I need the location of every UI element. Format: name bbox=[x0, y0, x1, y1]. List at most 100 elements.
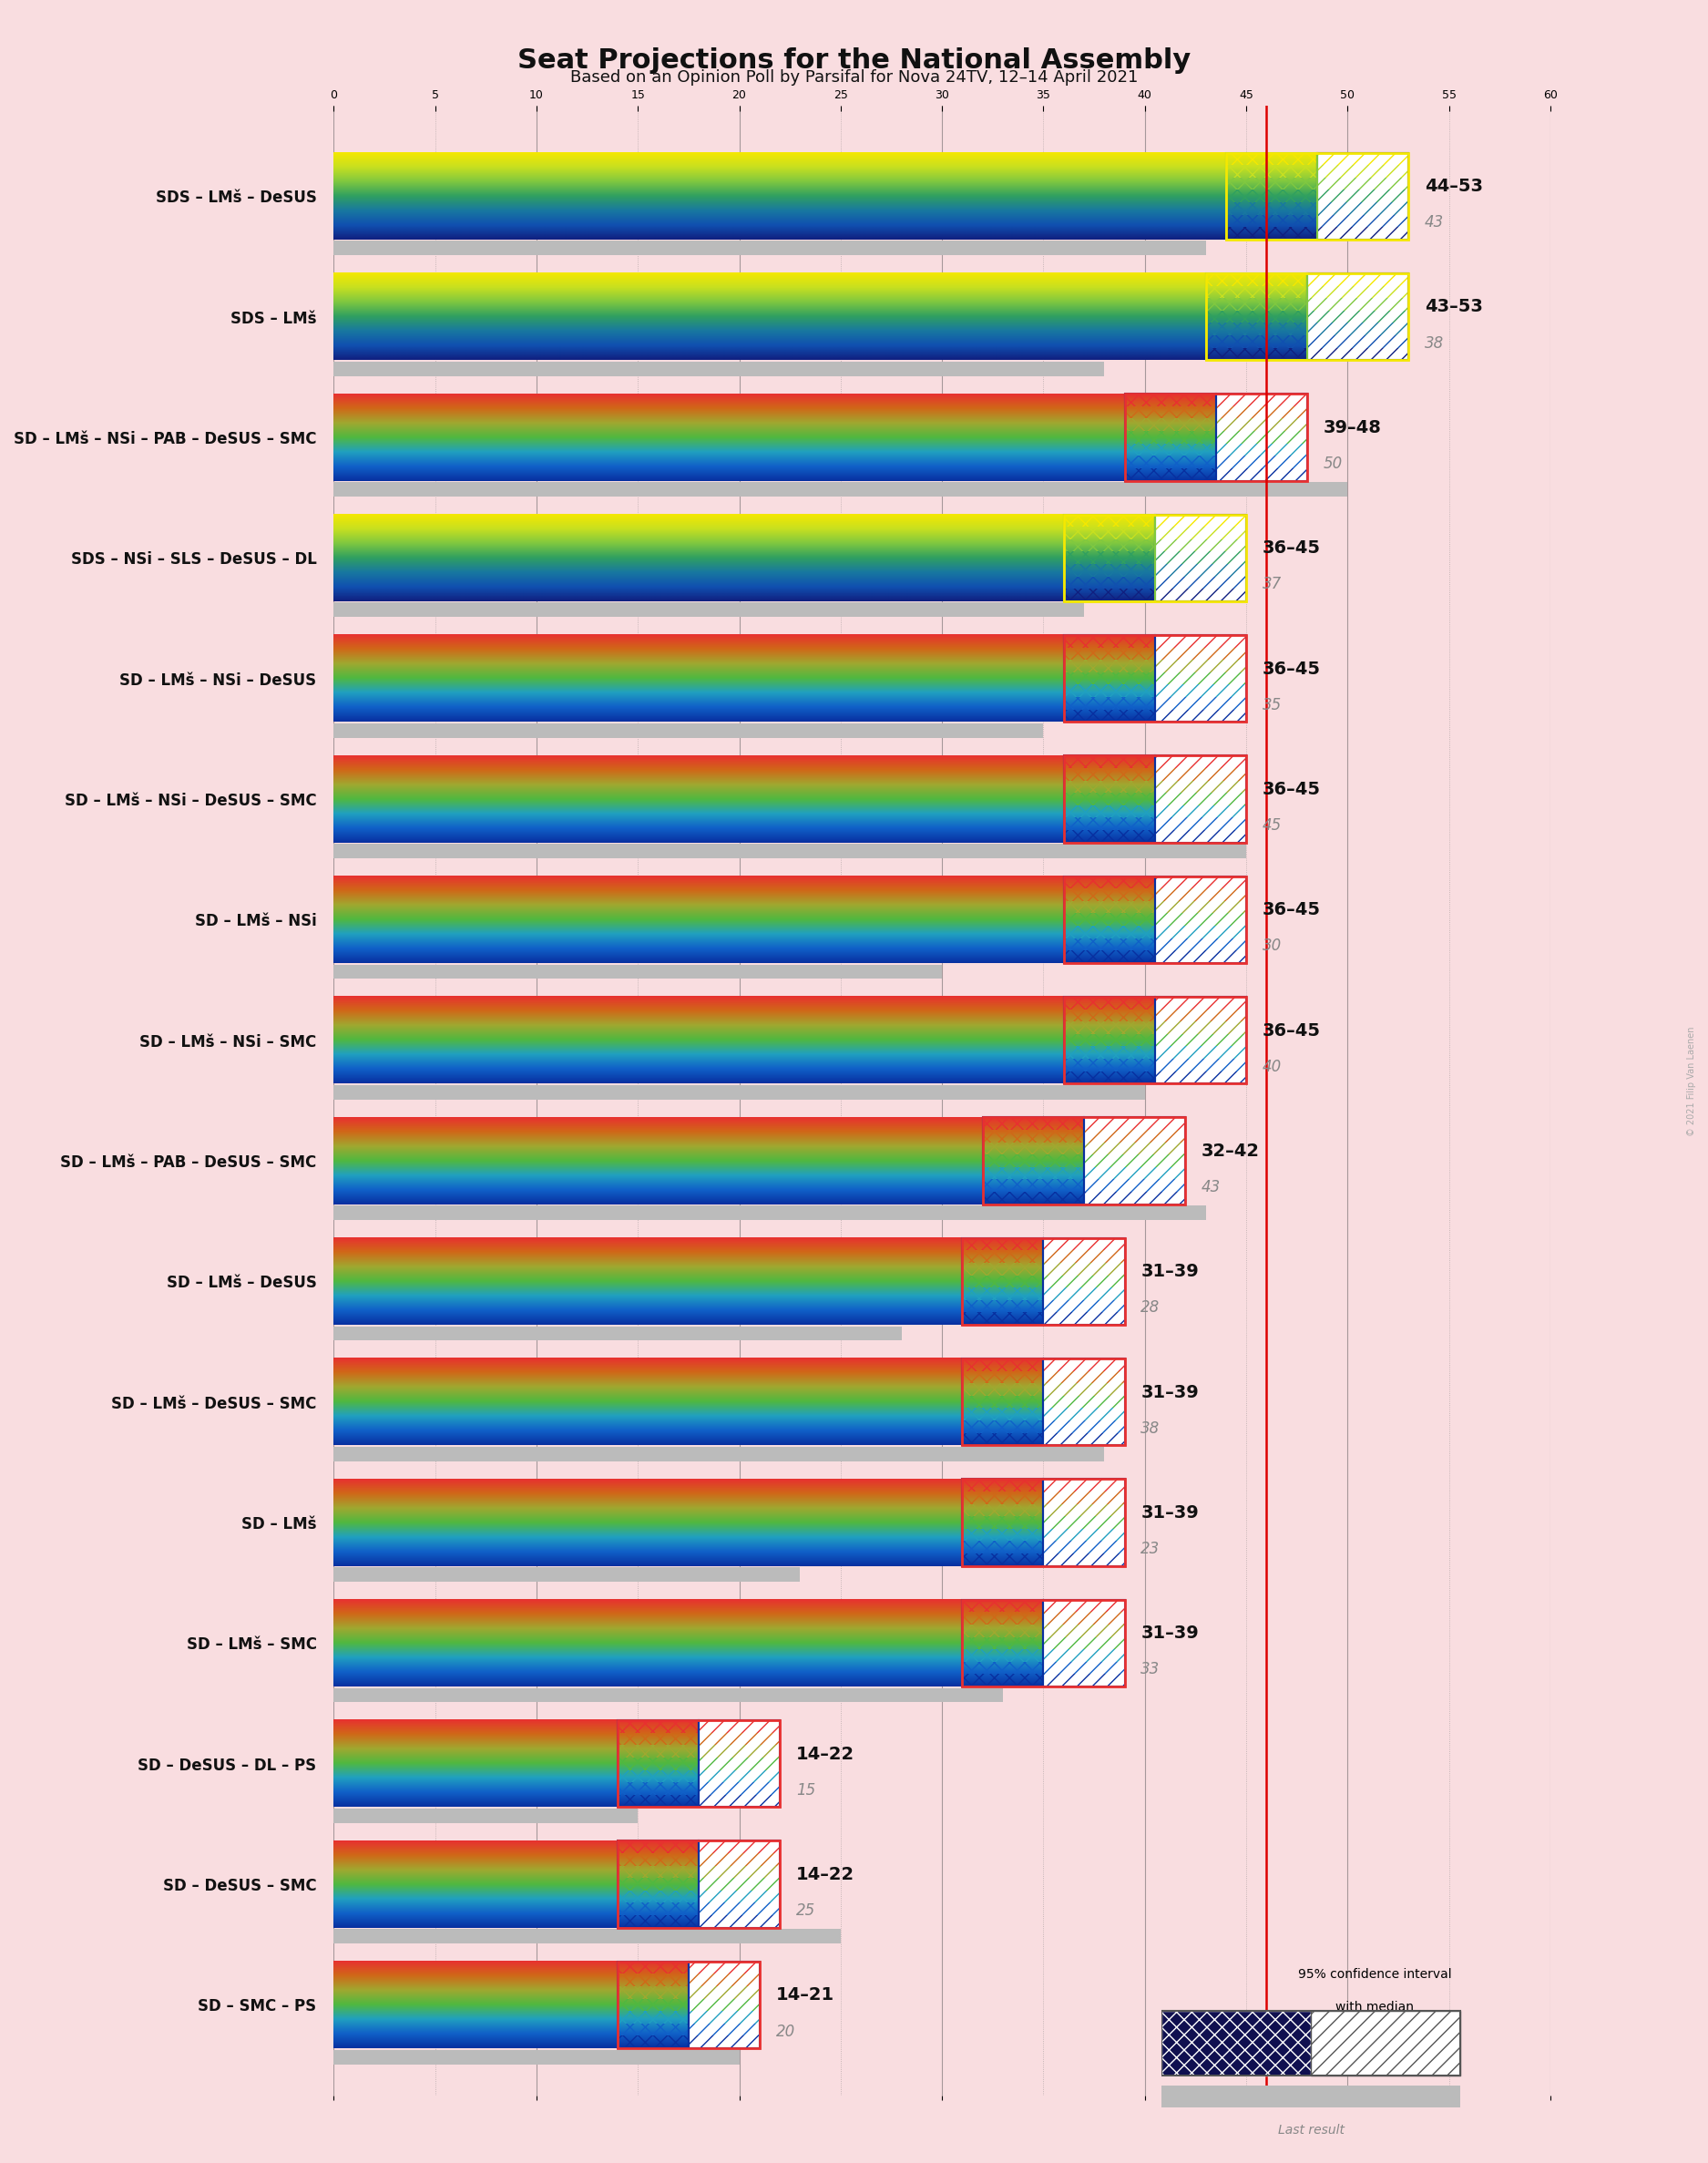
Bar bbox=[333, 482, 1348, 497]
Bar bbox=[333, 603, 1085, 616]
Bar bbox=[962, 1492, 1044, 1503]
Bar bbox=[699, 1854, 781, 1867]
Bar bbox=[1064, 1010, 1155, 1021]
Bar bbox=[1155, 1047, 1247, 1058]
Bar bbox=[333, 1086, 1144, 1099]
Bar bbox=[618, 1841, 699, 1854]
Bar bbox=[1044, 1384, 1124, 1395]
Text: 45: 45 bbox=[1262, 818, 1281, 833]
Bar bbox=[982, 1129, 1085, 1142]
Bar bbox=[1155, 686, 1247, 696]
Bar bbox=[1124, 420, 1216, 430]
Bar bbox=[1044, 1371, 1124, 1384]
Bar bbox=[962, 1540, 1044, 1553]
Bar bbox=[1064, 876, 1247, 963]
Bar bbox=[688, 1962, 760, 1975]
Text: © 2021 Filip Van Laenen: © 2021 Filip Van Laenen bbox=[1688, 1027, 1696, 1136]
Bar bbox=[1064, 831, 1155, 841]
Bar bbox=[699, 1782, 781, 1795]
Bar bbox=[1155, 660, 1247, 673]
Bar bbox=[1044, 1553, 1124, 1566]
Bar bbox=[1064, 805, 1155, 818]
Bar bbox=[1064, 876, 1155, 963]
Bar bbox=[1044, 1408, 1124, 1421]
Bar bbox=[1044, 1432, 1124, 1445]
Bar bbox=[1085, 1179, 1185, 1192]
Bar bbox=[962, 1553, 1044, 1566]
Bar bbox=[1216, 394, 1307, 480]
Bar bbox=[1155, 997, 1247, 1084]
Bar bbox=[1155, 1058, 1247, 1071]
Text: 50: 50 bbox=[1324, 456, 1342, 472]
Bar bbox=[1317, 227, 1409, 240]
Bar bbox=[1064, 552, 1155, 565]
Bar bbox=[982, 1118, 1085, 1205]
Bar bbox=[333, 1447, 1105, 1462]
Bar bbox=[1206, 273, 1307, 359]
Bar bbox=[1216, 407, 1307, 420]
Bar bbox=[1064, 913, 1155, 926]
Bar bbox=[1216, 394, 1307, 407]
Bar bbox=[1161, 2085, 1460, 2107]
Bar bbox=[962, 1503, 1044, 1516]
Bar bbox=[1085, 1142, 1185, 1155]
Bar bbox=[1064, 636, 1247, 722]
Bar bbox=[618, 1720, 699, 1733]
Bar bbox=[1155, 565, 1247, 575]
Bar bbox=[1226, 177, 1317, 190]
Text: 40: 40 bbox=[1262, 1058, 1281, 1075]
Bar bbox=[1317, 203, 1409, 214]
Bar bbox=[1206, 335, 1307, 348]
Bar bbox=[962, 1601, 1044, 1687]
Bar bbox=[1307, 286, 1409, 298]
Bar bbox=[962, 1287, 1044, 1300]
Bar bbox=[1064, 636, 1155, 647]
Bar bbox=[1155, 997, 1247, 1010]
Text: 35: 35 bbox=[1262, 696, 1281, 714]
Text: 31–39: 31–39 bbox=[1141, 1384, 1199, 1402]
Text: 25: 25 bbox=[796, 1903, 815, 1919]
Bar bbox=[962, 1358, 1044, 1445]
Bar bbox=[1064, 902, 1155, 913]
Bar bbox=[1226, 203, 1317, 214]
Text: 36–45: 36–45 bbox=[1262, 781, 1320, 798]
Bar bbox=[688, 2035, 760, 2048]
Bar bbox=[1044, 1479, 1124, 1566]
Bar bbox=[962, 1237, 1044, 1324]
Bar bbox=[618, 1769, 699, 1782]
Bar bbox=[982, 1142, 1085, 1155]
Bar bbox=[1085, 1192, 1185, 1205]
Bar bbox=[699, 1841, 781, 1854]
Bar bbox=[333, 240, 1206, 255]
Text: 36–45: 36–45 bbox=[1262, 1021, 1320, 1038]
Bar bbox=[333, 1326, 902, 1341]
Bar bbox=[1155, 1071, 1247, 1084]
Bar bbox=[1317, 177, 1409, 190]
Bar bbox=[982, 1179, 1085, 1192]
Bar bbox=[1317, 164, 1409, 177]
Bar bbox=[618, 1914, 699, 1927]
Bar bbox=[1155, 876, 1247, 889]
Text: 38: 38 bbox=[1141, 1421, 1160, 1436]
Bar bbox=[688, 1962, 760, 2048]
Bar bbox=[1155, 755, 1247, 841]
Bar bbox=[1124, 394, 1307, 480]
Bar bbox=[1044, 1648, 1124, 1661]
Bar bbox=[1155, 515, 1247, 528]
Bar bbox=[962, 1479, 1044, 1492]
Bar bbox=[333, 1687, 1003, 1702]
Bar bbox=[1064, 768, 1155, 781]
Bar bbox=[1317, 154, 1409, 240]
Bar bbox=[982, 1118, 1185, 1205]
Text: with median: with median bbox=[1336, 2001, 1414, 2014]
Bar bbox=[1044, 1479, 1124, 1492]
Bar bbox=[962, 1479, 1044, 1566]
Bar bbox=[1155, 876, 1247, 963]
Bar bbox=[1064, 1034, 1155, 1047]
Bar bbox=[1124, 456, 1216, 467]
Bar bbox=[1307, 298, 1409, 311]
Bar bbox=[1064, 997, 1247, 1084]
Bar bbox=[1064, 794, 1155, 805]
Bar bbox=[1226, 214, 1317, 227]
Bar bbox=[1064, 939, 1155, 950]
